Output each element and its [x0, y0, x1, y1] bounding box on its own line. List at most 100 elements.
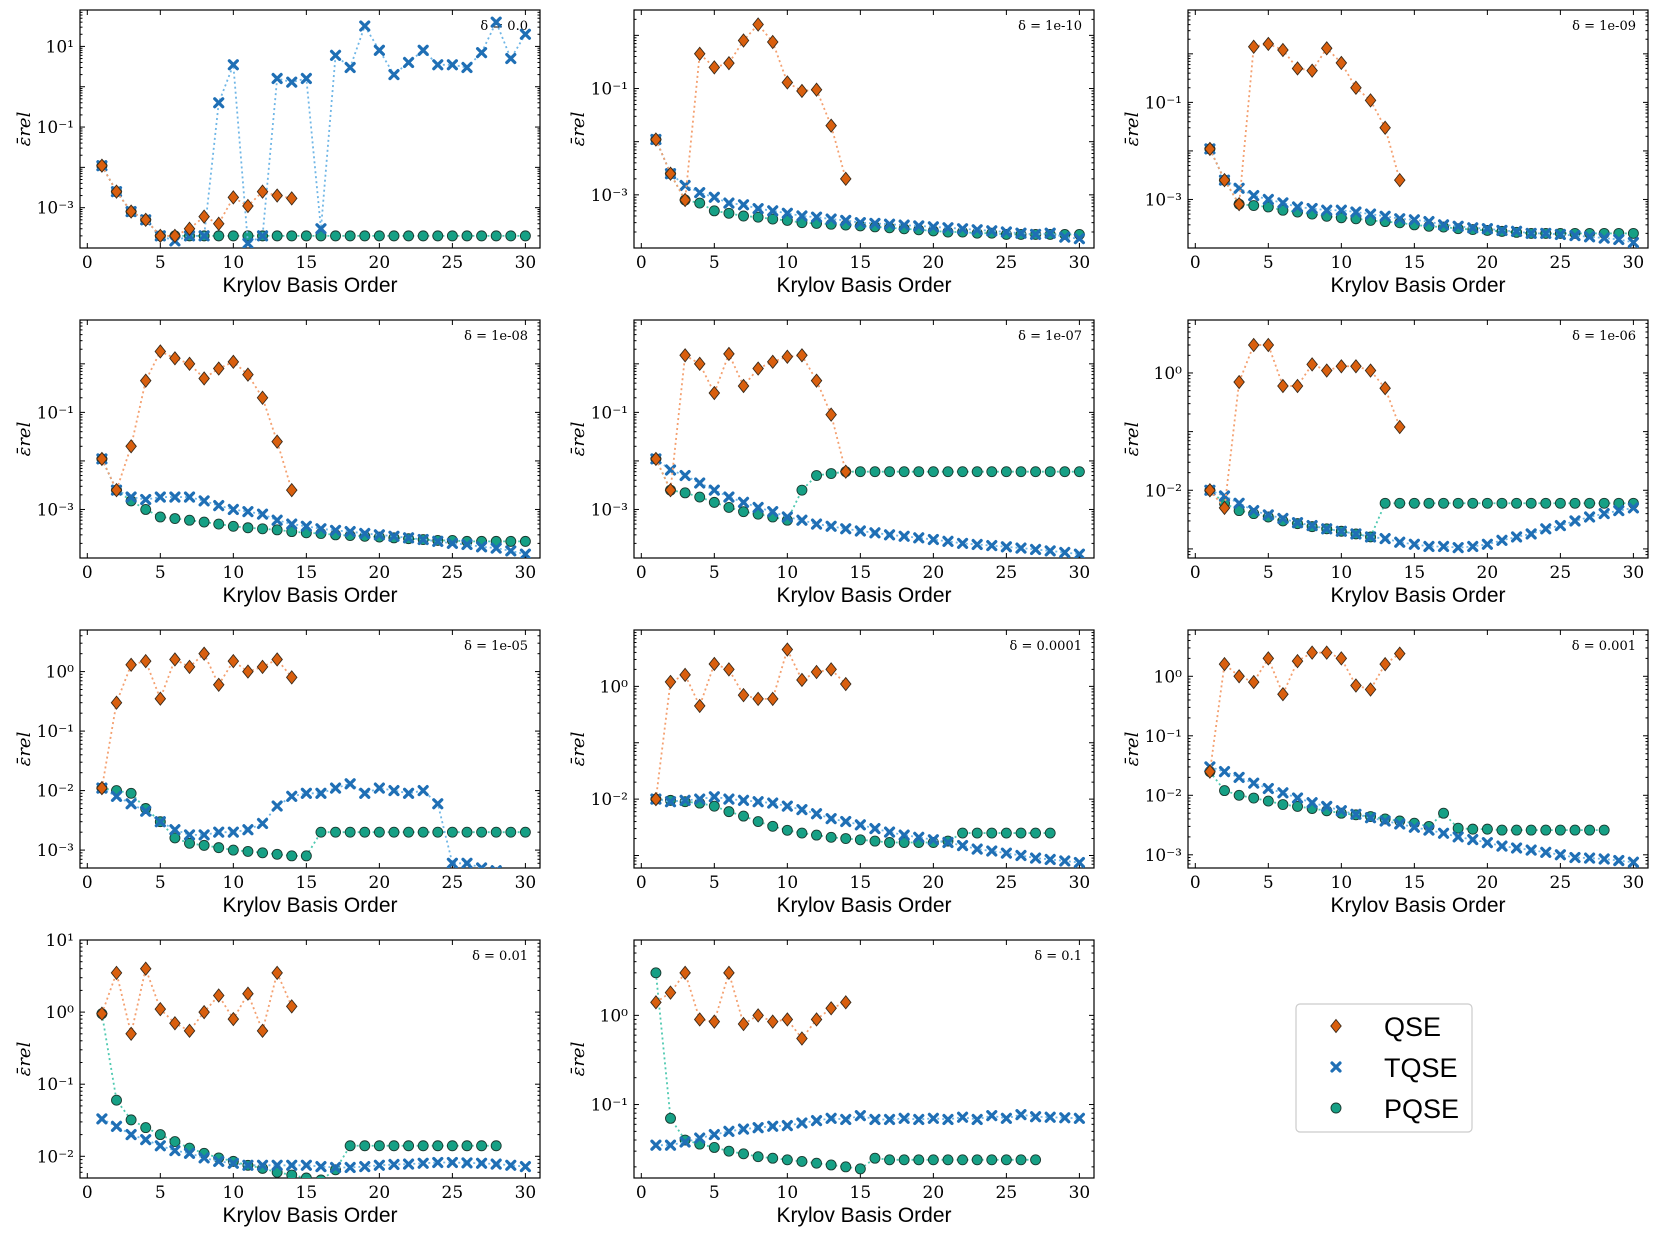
data-point-qse: [1277, 42, 1289, 58]
data-point-tqse: [956, 223, 969, 235]
legend-label-qse: QSE: [1384, 1012, 1441, 1042]
data-point-pqse: [1569, 824, 1581, 836]
data-point-tqse: [1583, 852, 1596, 864]
series-line-pqse: [1209, 148, 1634, 235]
data-point-tqse: [723, 1125, 735, 1137]
data-point-tqse: [694, 1132, 706, 1144]
data-point-tqse: [242, 824, 254, 836]
data-point-pqse: [738, 210, 749, 222]
data-point-pqse: [1525, 497, 1537, 509]
y-tick-label: 10⁻¹: [37, 403, 74, 423]
data-point-qse: [1335, 651, 1348, 666]
data-point-pqse: [884, 837, 896, 848]
data-point-qse: [679, 965, 691, 981]
data-point-tqse: [664, 1139, 677, 1151]
data-point-tqse: [519, 548, 531, 558]
data-point-pqse: [169, 832, 181, 844]
data-point-tqse: [388, 1158, 400, 1171]
data-point-qse: [227, 354, 240, 370]
data-point-tqse: [942, 535, 954, 547]
data-point-pqse: [505, 826, 517, 838]
data-point-qse: [242, 986, 254, 1001]
data-point-pqse: [490, 1140, 502, 1152]
data-point-tqse: [1510, 842, 1523, 854]
data-point-qse: [285, 670, 298, 685]
x-tick-label: 0: [82, 253, 93, 273]
data-point-pqse: [1015, 1154, 1027, 1166]
data-point-tqse: [781, 511, 793, 523]
x-tick-label: 30: [515, 873, 537, 893]
data-point-tqse: [1452, 542, 1464, 554]
data-point-pqse: [986, 827, 998, 839]
data-point-tqse: [708, 191, 720, 203]
data-point-pqse: [373, 826, 385, 838]
data-point-pqse: [723, 1145, 735, 1157]
data-point-pqse: [1569, 497, 1581, 509]
data-point-tqse: [883, 826, 896, 838]
subplot: 0 5 10 15 20 25 30 10⁻³ 10⁻² 10⁻¹ 10⁰ Krylov Basis …: [1122, 629, 1649, 917]
data-point-pqse: [432, 826, 444, 838]
data-point-tqse: [1233, 771, 1245, 783]
data-point-tqse: [300, 1159, 312, 1171]
data-point-tqse: [1248, 190, 1260, 202]
data-point-tqse: [461, 1157, 473, 1169]
series-line-pqse: [1209, 771, 1605, 832]
data-point-qse: [125, 1026, 137, 1042]
data-point-tqse: [446, 1156, 458, 1169]
data-point-pqse: [708, 496, 720, 508]
data-point-qse: [1379, 380, 1391, 396]
data-point-qse: [198, 371, 210, 386]
x-tick-label: 0: [82, 1183, 93, 1203]
y-tick-label: 10⁰: [1154, 667, 1183, 687]
data-point-qse: [285, 191, 298, 206]
x-tick-label: 20: [1477, 873, 1499, 893]
data-point-qse: [242, 664, 254, 679]
data-point-tqse: [329, 782, 342, 794]
data-point-qse: [693, 356, 706, 372]
data-point-pqse: [1452, 822, 1464, 834]
x-tick-label: 25: [996, 563, 1018, 583]
data-point-qse: [708, 385, 721, 401]
data-point-qse: [664, 985, 677, 1000]
data-point-tqse: [971, 843, 983, 855]
data-point-qse: [1364, 682, 1377, 697]
series-line-qse: [101, 965, 293, 1035]
subplot: 0 5 10 15 20 25 30 10⁻¹ 10⁰ Krylov Basis Order ε̄r…: [568, 939, 1095, 1227]
data-point-qse: [679, 192, 691, 208]
data-point-pqse: [519, 535, 531, 547]
data-point-tqse: [329, 49, 342, 61]
data-point-tqse: [213, 500, 225, 512]
x-tick-label: 15: [296, 1183, 318, 1203]
data-point-tqse: [1364, 812, 1377, 824]
subplot: 0 5 10 15 20 25 30 10⁻³ 10⁻¹ Krylov Basis Order ε̄…: [14, 319, 541, 607]
data-point-tqse: [752, 796, 764, 808]
x-tick-label: 15: [850, 873, 872, 893]
data-point-qse: [1204, 483, 1216, 498]
data-point-pqse: [403, 826, 415, 838]
series-line-qse: [101, 350, 293, 493]
data-point-tqse: [1218, 766, 1231, 778]
data-point-tqse: [927, 1112, 939, 1124]
data-point-pqse: [257, 523, 268, 535]
data-point-pqse: [1481, 823, 1493, 835]
data-point-tqse: [1350, 528, 1362, 540]
data-point-pqse: [490, 826, 502, 838]
data-point-tqse: [869, 1113, 881, 1126]
data-point-qse: [766, 354, 779, 370]
data-point-tqse: [1379, 210, 1391, 222]
data-point-tqse: [1073, 548, 1085, 558]
plot-area: [96, 646, 531, 868]
data-point-qse: [693, 698, 706, 714]
data-point-tqse: [432, 798, 444, 810]
data-point-tqse: [1321, 204, 1333, 216]
data-point-tqse: [1321, 523, 1333, 535]
data-point-qse: [723, 662, 735, 677]
data-point-tqse: [927, 533, 939, 546]
data-point-tqse: [737, 794, 750, 806]
plot-area: [650, 965, 1085, 1175]
data-point-tqse: [432, 535, 444, 547]
data-point-tqse: [1364, 531, 1377, 543]
data-point-tqse: [388, 68, 400, 81]
subplot-grid: 0 5 10 15 20 25 30 10⁻³ 10⁻¹ 10¹ Krylov Basis Orde…: [14, 9, 1649, 1227]
data-point-qse: [1233, 374, 1245, 390]
